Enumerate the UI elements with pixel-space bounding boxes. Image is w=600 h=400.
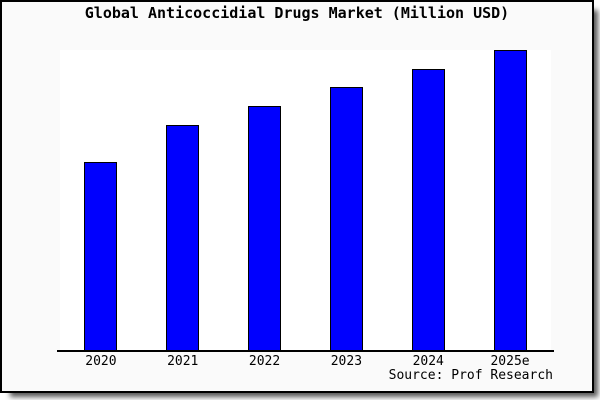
bar-2024: [411, 68, 445, 350]
x-tick-label-2024: 2024: [412, 354, 444, 369]
x-tick-label-2022: 2022: [248, 354, 281, 369]
bar-2023: [329, 86, 363, 350]
bar-2021: [166, 125, 200, 350]
bar-2025e: [493, 50, 527, 350]
x-labels: 2020 2021 2022 2023 2024 2025e: [60, 354, 551, 369]
x-tick-label-2025e: 2025e: [490, 354, 530, 369]
x-tick-label-2021: 2021: [167, 354, 199, 369]
x-tick-label-2020: 2020: [85, 354, 117, 369]
x-tick-label-2023: 2023: [330, 354, 363, 369]
bar-slot: [305, 50, 387, 350]
x-axis-line: [57, 350, 554, 352]
source-note: Source: Prof Research: [388, 368, 553, 383]
bar-slot: [60, 50, 142, 350]
bars: [60, 50, 551, 350]
bar-slot: [469, 50, 551, 350]
plot-area: [60, 50, 551, 350]
bar-slot: [387, 50, 469, 350]
chart-figure: Global Anticoccidial Drugs Market (Milli…: [0, 0, 594, 393]
bar-slot: [224, 50, 306, 350]
bar-2020: [84, 161, 118, 350]
bar-2022: [248, 106, 282, 350]
bar-slot: [142, 50, 224, 350]
chart-title: Global Anticoccidial Drugs Market (Milli…: [84, 4, 510, 22]
